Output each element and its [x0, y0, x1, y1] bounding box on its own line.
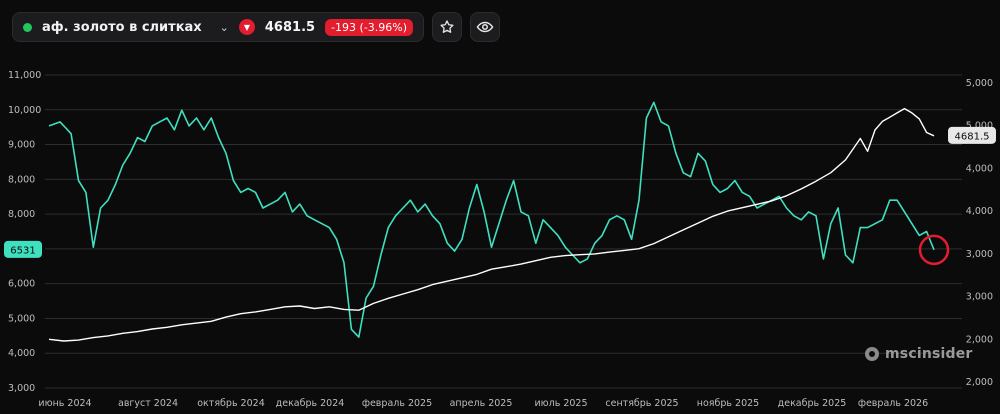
mscinsider-logo-icon	[865, 347, 879, 361]
watermark: mscinsider	[864, 346, 973, 362]
x-tick-label: апрель 2025	[450, 398, 513, 409]
eye-icon	[476, 21, 494, 33]
star-icon	[440, 20, 454, 33]
status-dot-icon	[23, 22, 32, 32]
left-tick-label: 3,000	[8, 383, 35, 394]
left-tick-label: 8,000	[8, 174, 35, 185]
left-tick-label: 5,000	[8, 313, 35, 324]
left-tick-label: 9,000	[8, 140, 35, 151]
current-price: 4681.5	[264, 19, 316, 35]
right-tick-label: 2,000	[966, 377, 993, 388]
right-tick-label: 2,000	[966, 334, 993, 345]
x-tick-label: февраль 2026	[858, 398, 928, 409]
right-tick-label: 3,000	[966, 249, 993, 260]
series-lines	[48, 101, 935, 342]
series-line-teal	[48, 101, 935, 338]
series-line-white	[48, 107, 935, 342]
toolbar: аф. золото в слитках ⌄ ▼ 4681.5 -193 (-3…	[12, 12, 501, 42]
x-tick-label: июль 2025	[534, 398, 587, 409]
price-down-icon: ▼	[238, 19, 255, 35]
markers: 6531 4681.5	[4, 126, 996, 266]
right-current-value: 4681.5	[955, 131, 990, 142]
x-tick-label: сентябрь 2025	[605, 398, 678, 409]
right-tick-label: 3,000	[966, 292, 993, 303]
left-current-value-badge: 6531	[4, 240, 42, 258]
chevron-down-icon[interactable]: ⌄	[219, 20, 229, 34]
x-tick-label: декабрь 2024	[276, 398, 345, 409]
watch-button[interactable]	[470, 12, 501, 42]
x-tick-label: ноябрь 2025	[697, 398, 759, 409]
asset-name: аф. золото в слитках	[42, 19, 202, 35]
left-tick-label: 10,000	[8, 105, 41, 116]
grid	[45, 74, 962, 389]
x-tick-label: октябрь 2024	[197, 398, 264, 409]
right-tick-label: 5,000	[966, 78, 993, 89]
price-change-badge: -193 (-3.96%)	[325, 18, 414, 36]
left-axis: 3,0004,0005,0006,0007,0008,0008,0009,000…	[8, 70, 41, 394]
x-tick-label: февраль 2025	[362, 398, 432, 409]
left-tick-label: 8,000	[8, 209, 35, 220]
x-tick-label: август 2024	[118, 398, 178, 409]
left-tick-label: 4,000	[8, 348, 35, 359]
watermark-text: mscinsider	[885, 346, 973, 362]
right-tick-label: 4,000	[966, 163, 993, 174]
asset-selector[interactable]: аф. золото в слитках ⌄ ▼ 4681.5 -193 (-3…	[12, 12, 425, 42]
x-axis: июнь 2024 август 2024 октябрь 2024 декабрь …	[38, 398, 928, 409]
x-tick-label: июнь 2024	[38, 398, 91, 409]
right-tick-label: 4,000	[966, 206, 993, 217]
left-tick-label: 11,000	[8, 70, 41, 81]
right-current-value-badge: 4681.5	[948, 126, 996, 144]
right-tick-label: 5,000	[966, 121, 993, 132]
favorite-button[interactable]	[432, 12, 463, 42]
left-current-value: 6531	[10, 245, 35, 256]
left-tick-label: 6,000	[8, 279, 35, 290]
x-tick-label: декабрь 2025	[778, 398, 847, 409]
right-axis: 2,000 2,000 3,000 3,000 4,000 4,000 5,000 5,000	[966, 78, 993, 388]
highlight-circle	[918, 234, 950, 266]
